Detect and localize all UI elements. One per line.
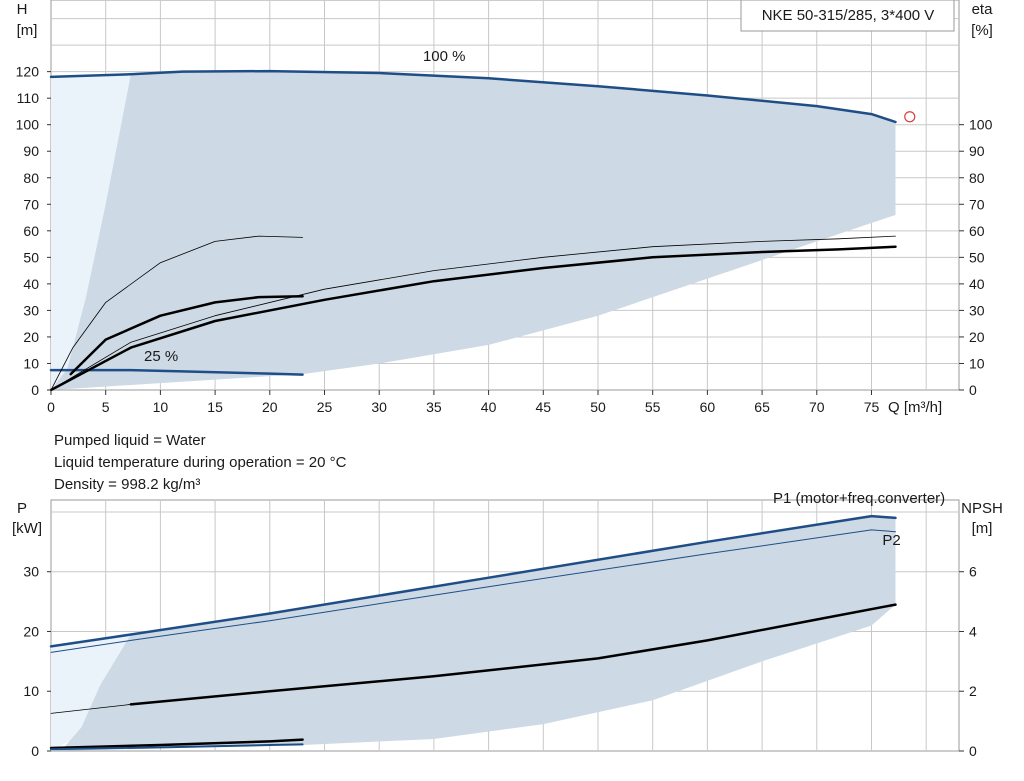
x-axis-tick-label: 65 [754,399,770,415]
x-axis-tick-label: 15 [207,399,223,415]
left-axis-tick-label: 110 [17,90,40,106]
x-axis-tick-label: 20 [262,399,278,415]
x-axis-tick-label: 45 [536,399,552,415]
x-axis-tick-label: 50 [590,399,606,415]
x-axis-tick-label: 25 [317,399,333,415]
curve-npsh [129,603,897,706]
x-axis-title: Q [m³/h] [888,399,942,416]
right-axis-tick-label: 60 [969,223,985,239]
liquid-temperature-text: Liquid temperature during operation = 20… [54,454,347,471]
right-axis-tick-label: 6 [969,564,977,580]
right-axis-unit: [%] [971,22,993,39]
right-axis-tick-label: 40 [969,276,985,292]
x-axis-tick-label: 75 [864,399,880,415]
left-axis-tick-label: 0 [31,743,39,759]
left-axis-tick-label: 90 [23,143,39,159]
head-efficiency-chart: 0102030405060708090100110120010203040506… [16,0,993,416]
x-axis-tick-label: 10 [153,399,169,415]
right-axis-tick-label: 100 [969,117,993,133]
left-axis-tick-label: 70 [23,196,39,212]
right-axis-tick-label: 20 [969,329,985,345]
curve-annotation: P2 [882,532,900,549]
left-axis-tick-label: 0 [31,382,39,398]
left-axis-tick-label: 30 [23,302,39,318]
left-axis-title: P [17,500,27,517]
left-axis-tick-label: 30 [23,564,39,580]
curve-eta [49,245,897,392]
left-axis-tick-label: 40 [23,276,39,292]
left-axis-tick-label: 20 [23,329,39,345]
curve-power [49,738,304,750]
right-axis-tick-label: 0 [969,382,977,398]
left-axis-tick-label: 10 [23,355,39,371]
x-axis-tick-label: 40 [481,399,497,415]
left-axis-title: H [17,1,28,18]
right-axis-title: NPSH [961,500,1003,517]
x-axis-tick-label: 70 [809,399,825,415]
power-npsh-chart: 0 10 20 30 0 2 4 6 P [kW] NPSH [m] P1 (motor+freq.co… [12,490,1003,759]
curve-p1-motor-freq-converter- [49,514,897,648]
operating-range-area [51,71,896,390]
left-axis-unit: [m] [17,22,38,39]
chart-title: NKE 50-315/285, 3*400 V [762,7,935,24]
left-axis-tick-label: 10 [23,683,39,699]
right-axis-unit: [m] [972,520,993,537]
right-axis-tick-label: 80 [969,170,985,186]
curve-eta [50,235,896,391]
left-axis-tick-label: 120 [16,64,40,80]
operating-point-marker [904,111,916,123]
right-axis-tick-label: 2 [969,683,977,699]
extended-range-area [51,74,131,391]
right-axis-tick-label: 10 [969,355,985,371]
curve-100- [49,69,897,124]
extended-range-area [51,634,131,751]
curve-eta [50,235,303,391]
right-axis-tick-label: 0 [969,743,977,759]
curve-annotation: P1 (motor+freq.converter) [773,490,945,507]
x-axis-tick-label: 35 [426,399,442,415]
left-axis-tick-label: 60 [23,223,39,239]
right-axis-title: eta [972,1,994,18]
x-axis-tick-label: 30 [371,399,387,415]
left-axis-tick-label: 50 [23,249,39,265]
curve-p2 [50,529,896,653]
curve-25- [49,368,304,376]
curve-annotation: 25 % [144,348,178,365]
pumped-liquid-text: Pumped liquid = Water [54,432,206,449]
right-axis-tick-label: 30 [969,302,985,318]
left-axis-unit: [kW] [12,520,42,537]
right-axis-tick-label: 90 [969,143,985,159]
x-axis-tick-label: 60 [700,399,716,415]
x-axis-tick-label: 5 [102,399,110,415]
x-axis-tick-label: 55 [645,399,661,415]
x-axis-tick-label: 0 [47,399,55,415]
curve-power [50,743,304,751]
right-axis-tick-label: 50 [969,249,985,265]
curve-eta [69,295,304,376]
curve-annotation: 100 % [423,48,466,65]
left-axis-tick-label: 80 [23,170,39,186]
left-axis-tick-label: 20 [23,623,39,639]
curve-npsh [50,704,132,714]
right-axis-tick-label: 70 [969,196,985,212]
right-axis-tick-label: 4 [969,623,977,639]
left-axis-tick-label: 100 [16,117,40,133]
density-text: Density = 998.2 kg/m³ [54,476,201,493]
title-box [740,0,955,32]
